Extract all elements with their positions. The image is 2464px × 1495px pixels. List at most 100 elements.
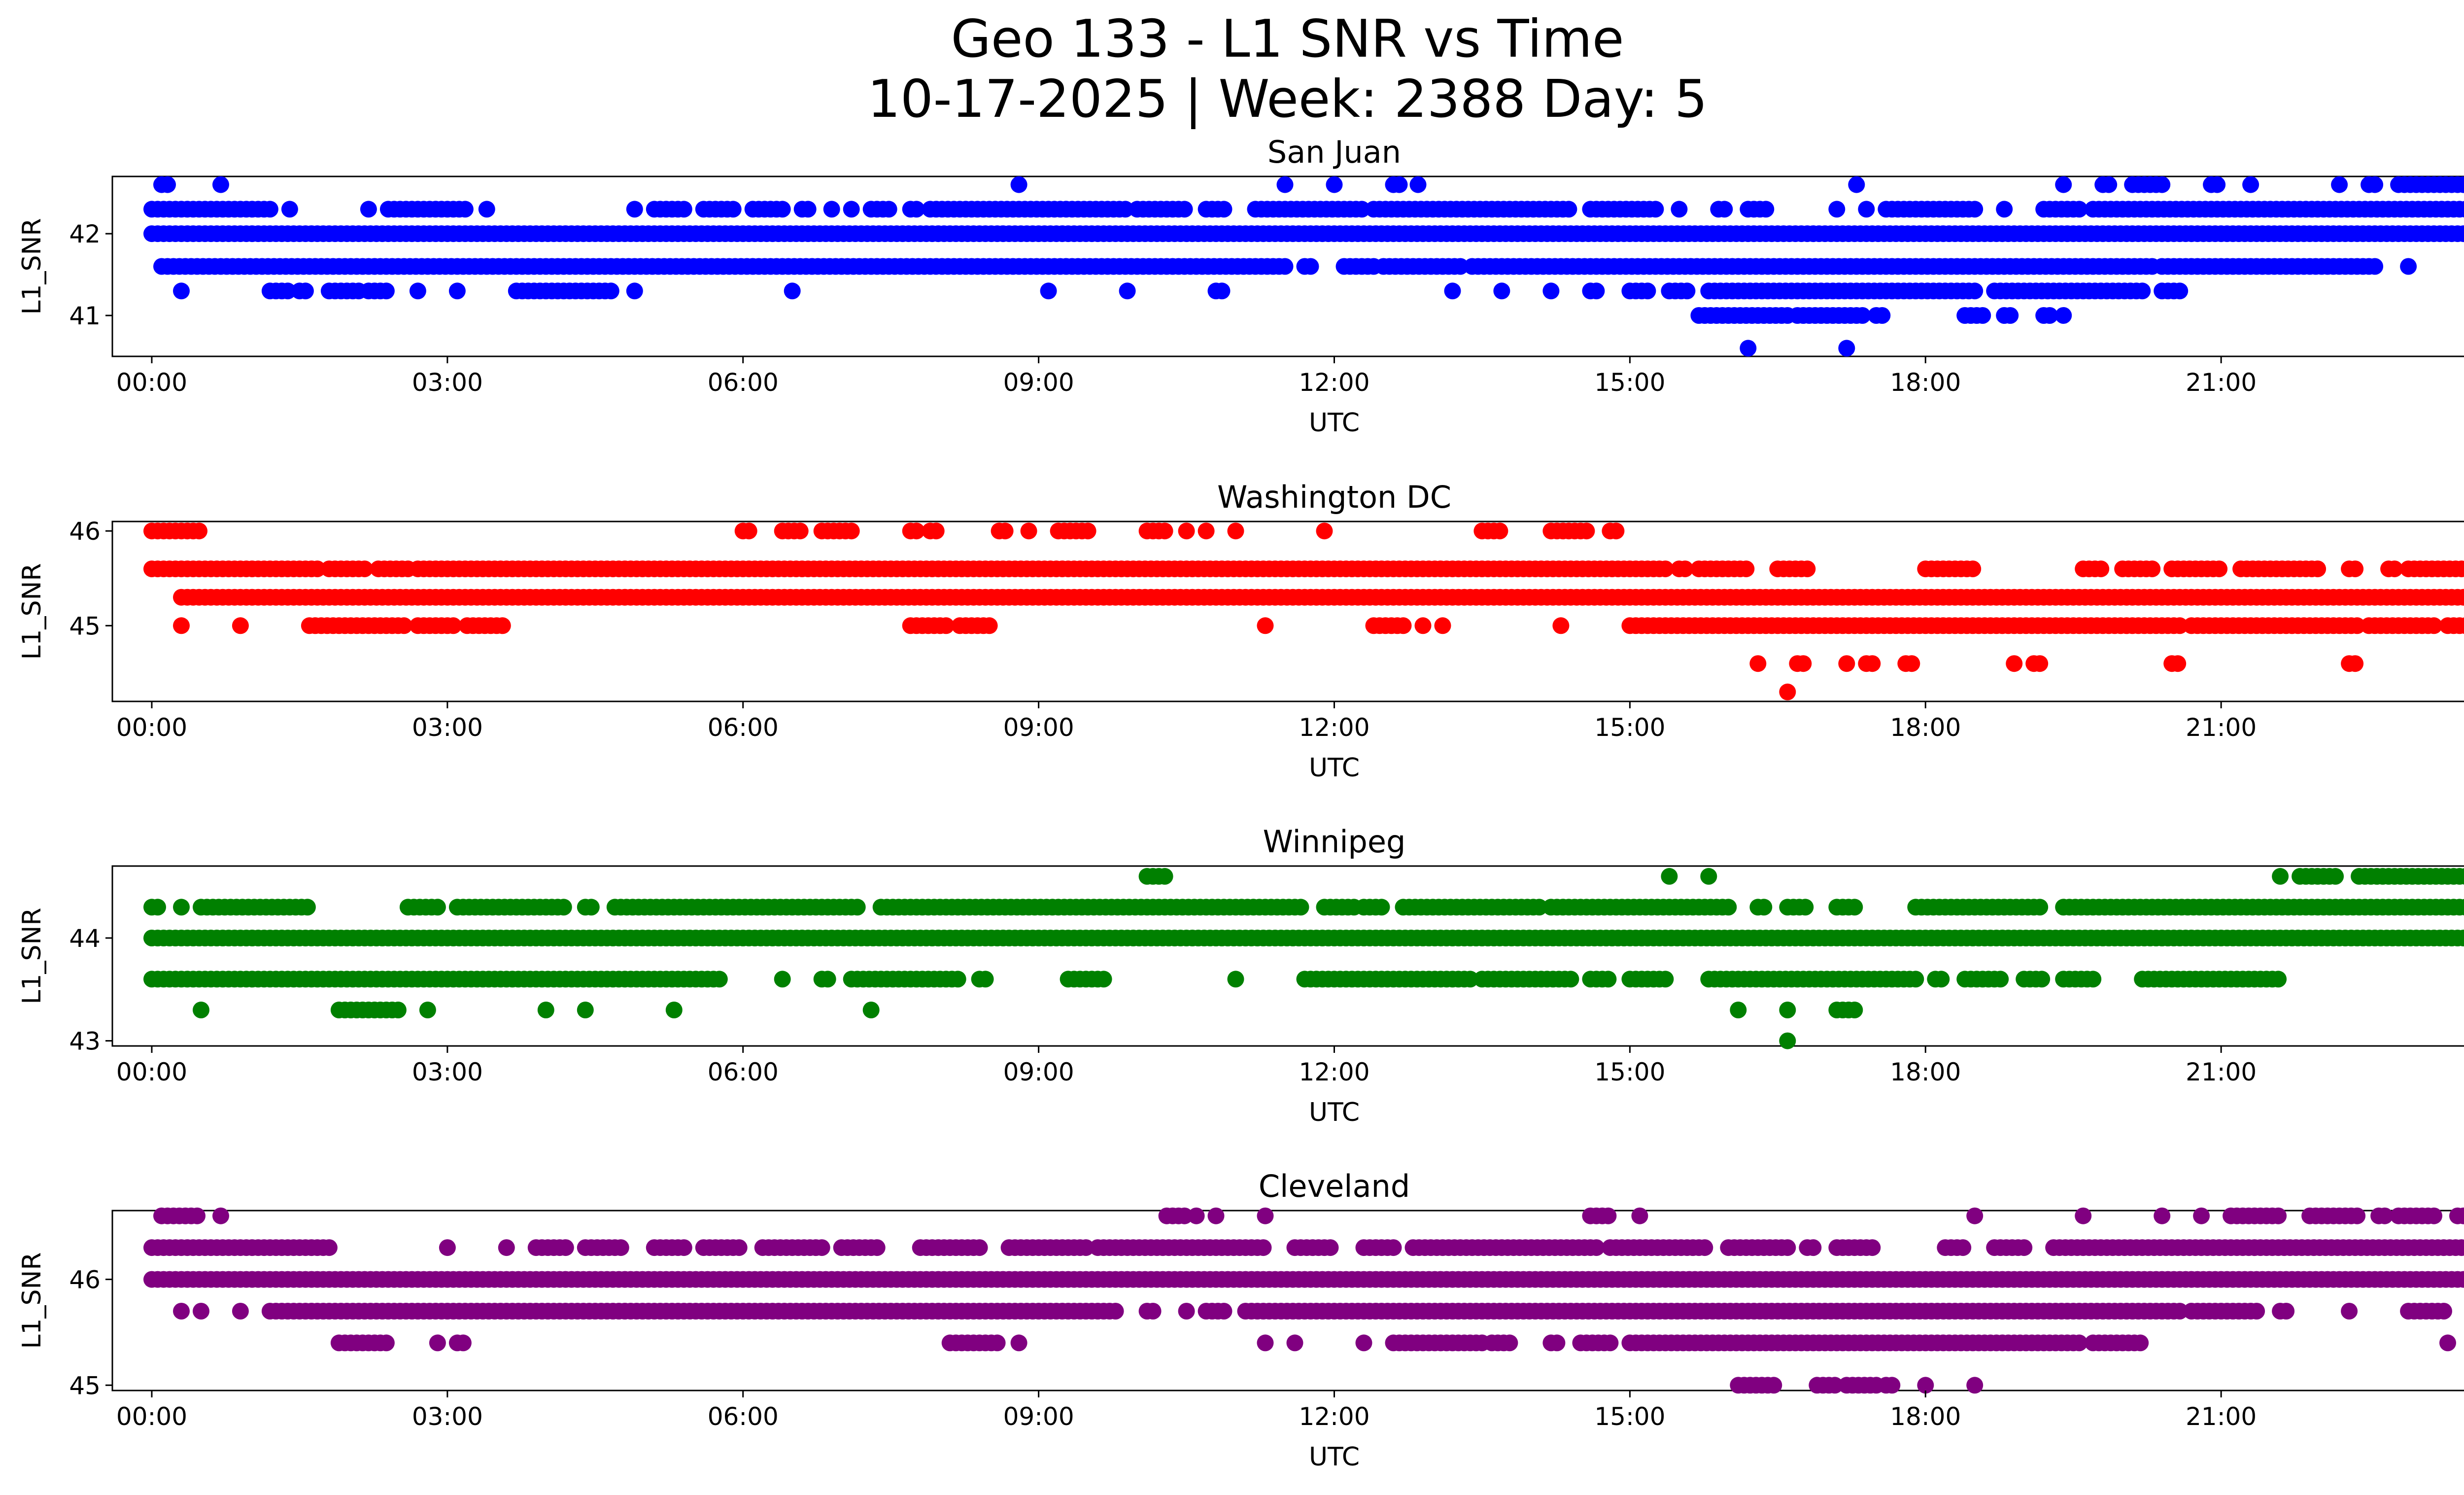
data-point bbox=[1954, 1239, 1972, 1256]
data-point bbox=[2455, 589, 2464, 606]
data-point bbox=[1858, 201, 1875, 218]
data-point bbox=[1661, 868, 1678, 885]
x-tick-label: 00:00 bbox=[116, 1402, 187, 1431]
data-point bbox=[1552, 617, 1570, 634]
data-point bbox=[2457, 868, 2464, 885]
panel-frame bbox=[111, 521, 2464, 702]
y-tick-label: 44 bbox=[69, 924, 101, 953]
panel-title: San Juan bbox=[1267, 134, 1401, 170]
y-tick-label: 43 bbox=[69, 1027, 101, 1056]
data-point bbox=[445, 617, 462, 634]
x-tick-label: 21:00 bbox=[2186, 1402, 2257, 1431]
data-point bbox=[1176, 1207, 1193, 1224]
data-point bbox=[582, 899, 600, 916]
data-point bbox=[1493, 282, 1510, 300]
data-point bbox=[389, 1002, 407, 1018]
x-tick-label: 12:00 bbox=[1299, 1058, 1369, 1086]
data-point bbox=[1864, 1239, 1881, 1256]
data-point bbox=[1846, 1002, 1863, 1018]
data-point bbox=[2457, 617, 2464, 634]
x-tick-label: 21:00 bbox=[2186, 1058, 2257, 1086]
figure-title-line-2: 10-17-2025 | Week: 2388 Day: 5 bbox=[867, 69, 1708, 129]
y-tick-label: 41 bbox=[69, 302, 101, 330]
data-point bbox=[862, 1002, 880, 1018]
data-point bbox=[212, 1207, 229, 1224]
data-point bbox=[409, 282, 426, 300]
data-point bbox=[1907, 971, 1924, 988]
data-point bbox=[1385, 1239, 1402, 1256]
data-point bbox=[1720, 899, 1737, 916]
data-point bbox=[784, 282, 801, 300]
data-point bbox=[977, 971, 994, 988]
data-point bbox=[2459, 561, 2464, 577]
x-tick-label: 00:00 bbox=[116, 368, 187, 397]
data-point bbox=[2132, 1334, 2149, 1352]
data-point bbox=[1207, 1207, 1225, 1224]
x-tick-label: 09:00 bbox=[1003, 1058, 1074, 1086]
data-point bbox=[1838, 340, 1855, 357]
data-point bbox=[1974, 307, 1991, 324]
data-point bbox=[2341, 1303, 2358, 1320]
data-point bbox=[1874, 307, 1891, 324]
x-tick-label: 12:00 bbox=[1299, 1402, 1369, 1431]
data-point bbox=[1548, 1334, 1566, 1352]
x-tick-label: 00:00 bbox=[116, 1058, 187, 1086]
data-point bbox=[1738, 560, 1755, 578]
data-point bbox=[819, 971, 836, 988]
data-point bbox=[2461, 1209, 2464, 1222]
data-point bbox=[193, 1002, 209, 1018]
data-point bbox=[1700, 868, 1717, 885]
panel-title: Washington DC bbox=[1217, 479, 1451, 515]
data-point bbox=[626, 282, 643, 300]
data-point bbox=[2400, 258, 2417, 275]
data-point bbox=[2092, 560, 2110, 578]
x-tick-label: 03:00 bbox=[412, 1058, 483, 1086]
data-point bbox=[2055, 176, 2072, 193]
data-point bbox=[1462, 971, 1479, 988]
data-point bbox=[1848, 176, 1865, 193]
data-point bbox=[2041, 307, 2058, 324]
data-point bbox=[232, 617, 249, 634]
data-point bbox=[377, 282, 395, 300]
data-point bbox=[1176, 201, 1193, 218]
data-point bbox=[1414, 617, 1432, 634]
data-point bbox=[2002, 307, 2019, 324]
data-point bbox=[1156, 868, 1173, 885]
data-point bbox=[281, 201, 298, 218]
data-point bbox=[193, 1303, 209, 1320]
data-point bbox=[1276, 258, 1294, 275]
data-point bbox=[2455, 225, 2464, 243]
data-point bbox=[1542, 282, 1560, 300]
data-point bbox=[1647, 201, 1664, 218]
data-point bbox=[149, 899, 166, 916]
data-point bbox=[1765, 1377, 1782, 1394]
y-axis-label: L1_SNR bbox=[17, 563, 47, 660]
data-point bbox=[1395, 617, 1412, 634]
data-point bbox=[1326, 176, 1343, 193]
data-point bbox=[2033, 971, 2051, 988]
data-point bbox=[799, 201, 817, 218]
data-point bbox=[537, 1002, 554, 1018]
x-tick-label: 09:00 bbox=[1003, 713, 1074, 742]
data-point bbox=[279, 282, 296, 300]
y-tick-label: 45 bbox=[69, 1371, 101, 1400]
x-tick-label: 15:00 bbox=[1594, 1058, 1665, 1086]
data-point bbox=[1608, 522, 1625, 540]
data-point bbox=[2242, 176, 2259, 193]
data-point bbox=[299, 899, 316, 916]
panel-title: Cleveland bbox=[1259, 1168, 1410, 1204]
data-point bbox=[1757, 201, 1775, 218]
data-point bbox=[173, 899, 190, 916]
x-axis-label: UTC bbox=[1309, 753, 1360, 783]
data-point bbox=[2461, 932, 2464, 944]
data-point bbox=[2426, 617, 2442, 634]
data-point bbox=[2376, 1207, 2394, 1224]
data-point bbox=[1353, 201, 1370, 218]
data-point bbox=[2071, 201, 2088, 218]
data-point bbox=[1355, 1334, 1372, 1352]
data-point bbox=[1964, 560, 1982, 578]
data-point bbox=[2211, 560, 2228, 578]
x-tick-label: 15:00 bbox=[1594, 1402, 1665, 1431]
data-point bbox=[2071, 1334, 2088, 1352]
